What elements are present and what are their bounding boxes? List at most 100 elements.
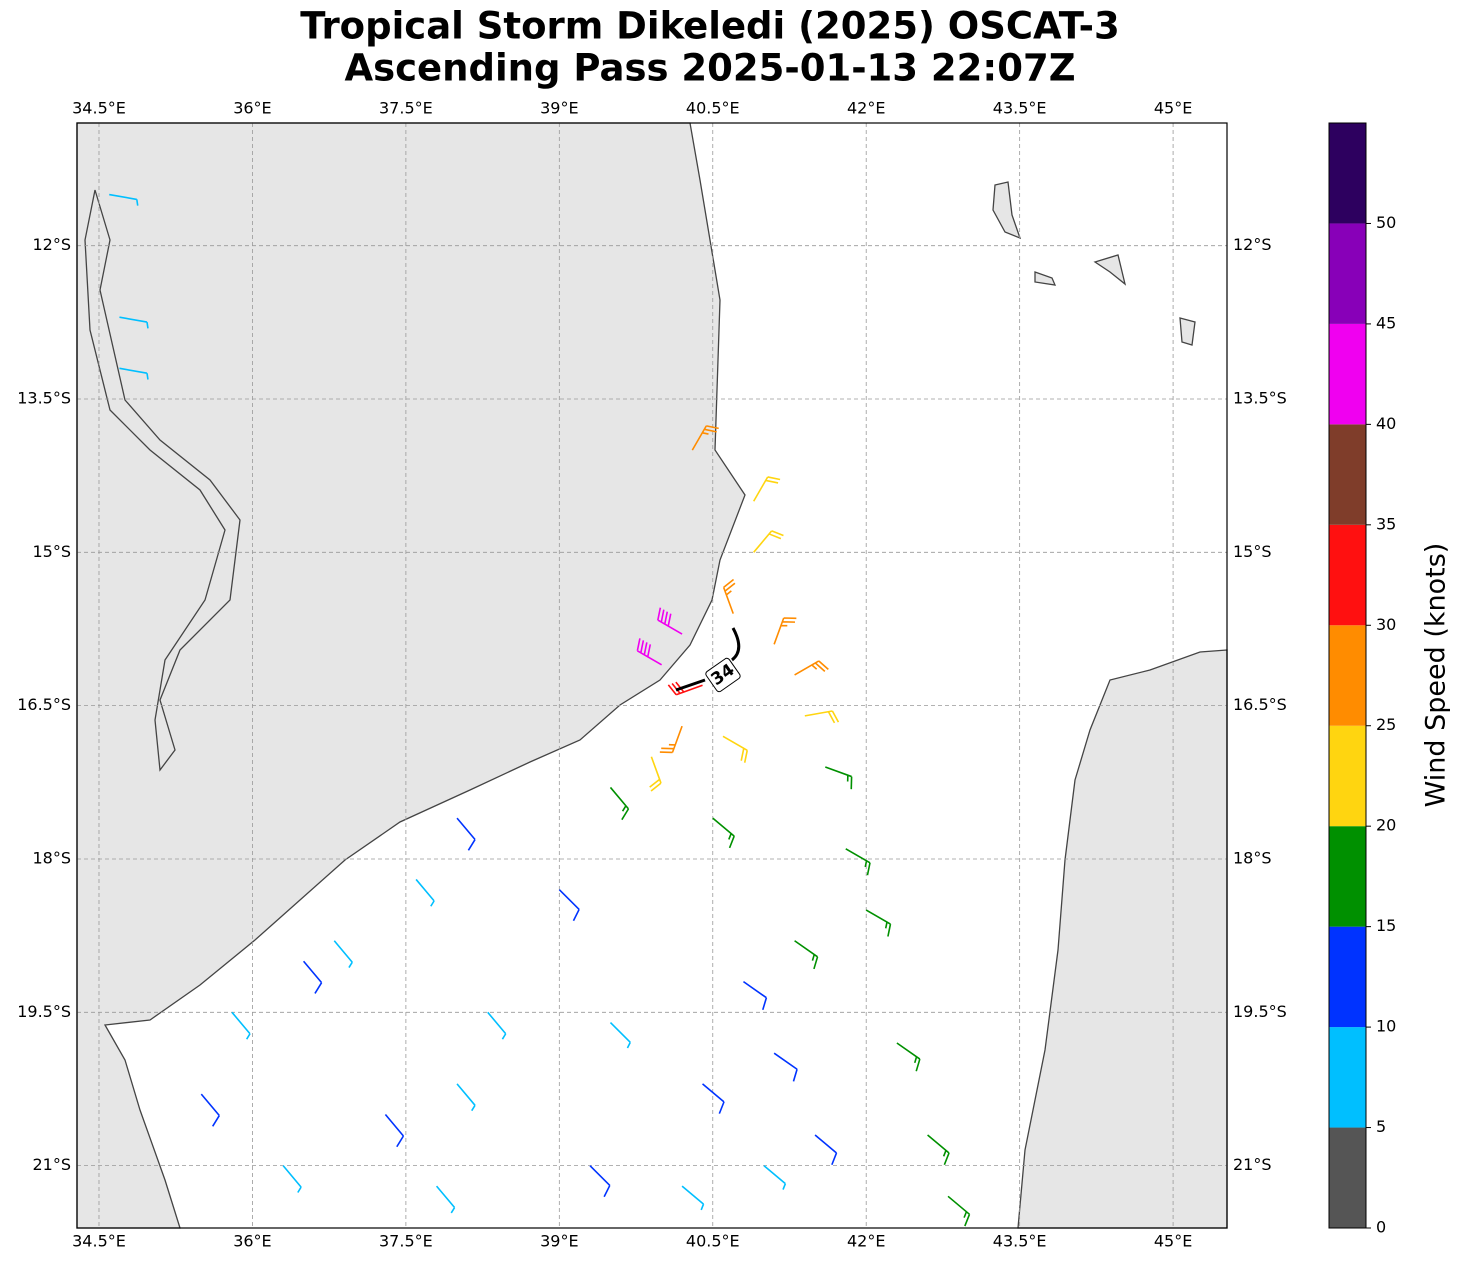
y-tick-label: 12°S: [1233, 235, 1272, 254]
wind-barb: [282, 1165, 302, 1193]
wind-barb: [609, 786, 630, 821]
y-tick-label: 19.5°S: [1233, 1002, 1287, 1021]
wind-barb: [649, 756, 662, 792]
wind-barb: [119, 316, 149, 329]
colorbar-segment: [1329, 524, 1366, 626]
colorbar-segment: [1329, 926, 1366, 1028]
colorbar-segment: [1329, 1127, 1366, 1228]
wind-barb: [896, 1042, 921, 1072]
wind-barb: [657, 607, 683, 635]
wind-barb: [333, 940, 353, 969]
colorbar-segment: [1329, 123, 1366, 224]
contour-line: [675, 627, 741, 692]
wind-barb: [773, 1052, 798, 1082]
y-tick-label: 18°S: [1233, 848, 1272, 867]
wind-barb: [109, 193, 139, 206]
wind-barb: [456, 817, 476, 851]
colorbar-tick-label: 40: [1376, 414, 1396, 433]
wind-barb: [691, 425, 719, 451]
x-tick-label: 34.5°E: [72, 1232, 126, 1251]
x-tick-label: 39°E: [540, 99, 578, 118]
wind-barb: [681, 1185, 705, 1211]
colorbar-tick-label: 45: [1376, 313, 1396, 332]
comoros-island: [1179, 317, 1196, 346]
wind-barb: [773, 617, 797, 645]
colorbar-tick-label: 5: [1376, 1117, 1386, 1136]
wind-barb: [435, 1185, 456, 1214]
y-tick-label: 13.5°S: [1233, 388, 1287, 407]
wind-barb: [712, 817, 735, 849]
wind-barb: [415, 878, 435, 907]
y-tick-label: 18°S: [32, 848, 71, 867]
y-tick-label: 16.5°S: [17, 695, 71, 714]
title-line: Tropical Storm Dikeledi (2025) OSCAT-3: [300, 5, 1119, 48]
x-tick-label: 45°E: [1154, 99, 1192, 118]
colorbar-tick-label: 35: [1376, 514, 1396, 533]
colorbar: 0 5 10 15 20 25 30 35 40 45 50: [1328, 122, 1396, 1237]
y-tick-label: 15°S: [32, 542, 71, 561]
wind-barb: [231, 1011, 251, 1040]
x-tick-label: 40.5°E: [686, 99, 740, 118]
wind-barb: [200, 1093, 220, 1127]
x-tick-label: 45°E: [1154, 1232, 1192, 1251]
wind-barb: [865, 909, 892, 937]
wind-barb: [742, 980, 768, 1011]
wind-barb: [804, 710, 840, 724]
wind-barb: [558, 889, 580, 922]
contour-label-box: [705, 657, 741, 693]
colorbar-tick-label: 50: [1376, 213, 1396, 232]
x-tick-label: 39°E: [540, 1232, 578, 1251]
colorbar-tick-label: 10: [1376, 1017, 1396, 1036]
wind-barb: [302, 960, 323, 994]
x-tick-label: 40.5°E: [686, 1232, 740, 1251]
comoros-island: [1034, 271, 1057, 286]
wind-barb: [947, 1195, 971, 1227]
x-tick-label: 42°E: [847, 99, 885, 118]
colorbar-tick-label: 20: [1376, 816, 1396, 835]
colorbar-tick-label: 15: [1376, 916, 1396, 935]
wind-barb: [763, 1165, 787, 1190]
wind-barb: [794, 940, 819, 970]
x-tick-label: 37.5°E: [379, 99, 433, 118]
y-tick-label: 21°S: [1233, 1155, 1272, 1174]
wind-barb: [667, 681, 703, 696]
title-line: Ascending Pass 2025-01-13 22:07Z: [344, 47, 1075, 90]
wind-barb: [659, 725, 683, 754]
wind-barb: [753, 530, 784, 553]
lake-malawi: [84, 189, 241, 772]
colorbar-tick-label: 30: [1376, 615, 1396, 634]
wind-barb: [752, 476, 781, 502]
x-tick-label: 34.5°E: [72, 99, 126, 118]
y-tick-label: 21°S: [32, 1155, 71, 1174]
colorbar-segment: [1329, 323, 1366, 425]
colorbar-frame: [1328, 122, 1367, 1229]
colorbar-segment: [1329, 725, 1366, 827]
map-area: 34: [76, 122, 1228, 1229]
y-tick-label: 16.5°S: [1233, 695, 1287, 714]
y-tick-label: 13.5°S: [17, 388, 71, 407]
wind-barb: [636, 638, 663, 666]
y-tick-label: 19.5°S: [17, 1002, 71, 1021]
wind-barb: [722, 578, 736, 614]
wind-barb: [609, 1021, 631, 1049]
wind-barb: [722, 735, 749, 763]
colorbar-tick-label: 0: [1376, 1218, 1386, 1237]
wind-barb: [702, 1083, 725, 1114]
map-frame: [76, 122, 1228, 1229]
colorbar-segment: [1329, 1027, 1366, 1128]
colorbar-segment: [1329, 223, 1366, 324]
wind-barb: [825, 766, 853, 790]
wind-barb: [845, 848, 871, 876]
y-tick-label: 15°S: [1233, 542, 1272, 561]
colorbar-tick-label: 25: [1376, 715, 1396, 734]
comoros-island: [1093, 254, 1127, 286]
colorbar-segment: [1329, 424, 1366, 525]
wind-barb: [589, 1165, 611, 1198]
y-tick-label: 12°S: [32, 235, 71, 254]
x-tick-label: 43.5°E: [993, 99, 1047, 118]
wind-barb: [814, 1134, 838, 1166]
wind-barb: [456, 1083, 476, 1112]
wind-barb: [927, 1134, 950, 1166]
wind-barb: [487, 1011, 507, 1040]
